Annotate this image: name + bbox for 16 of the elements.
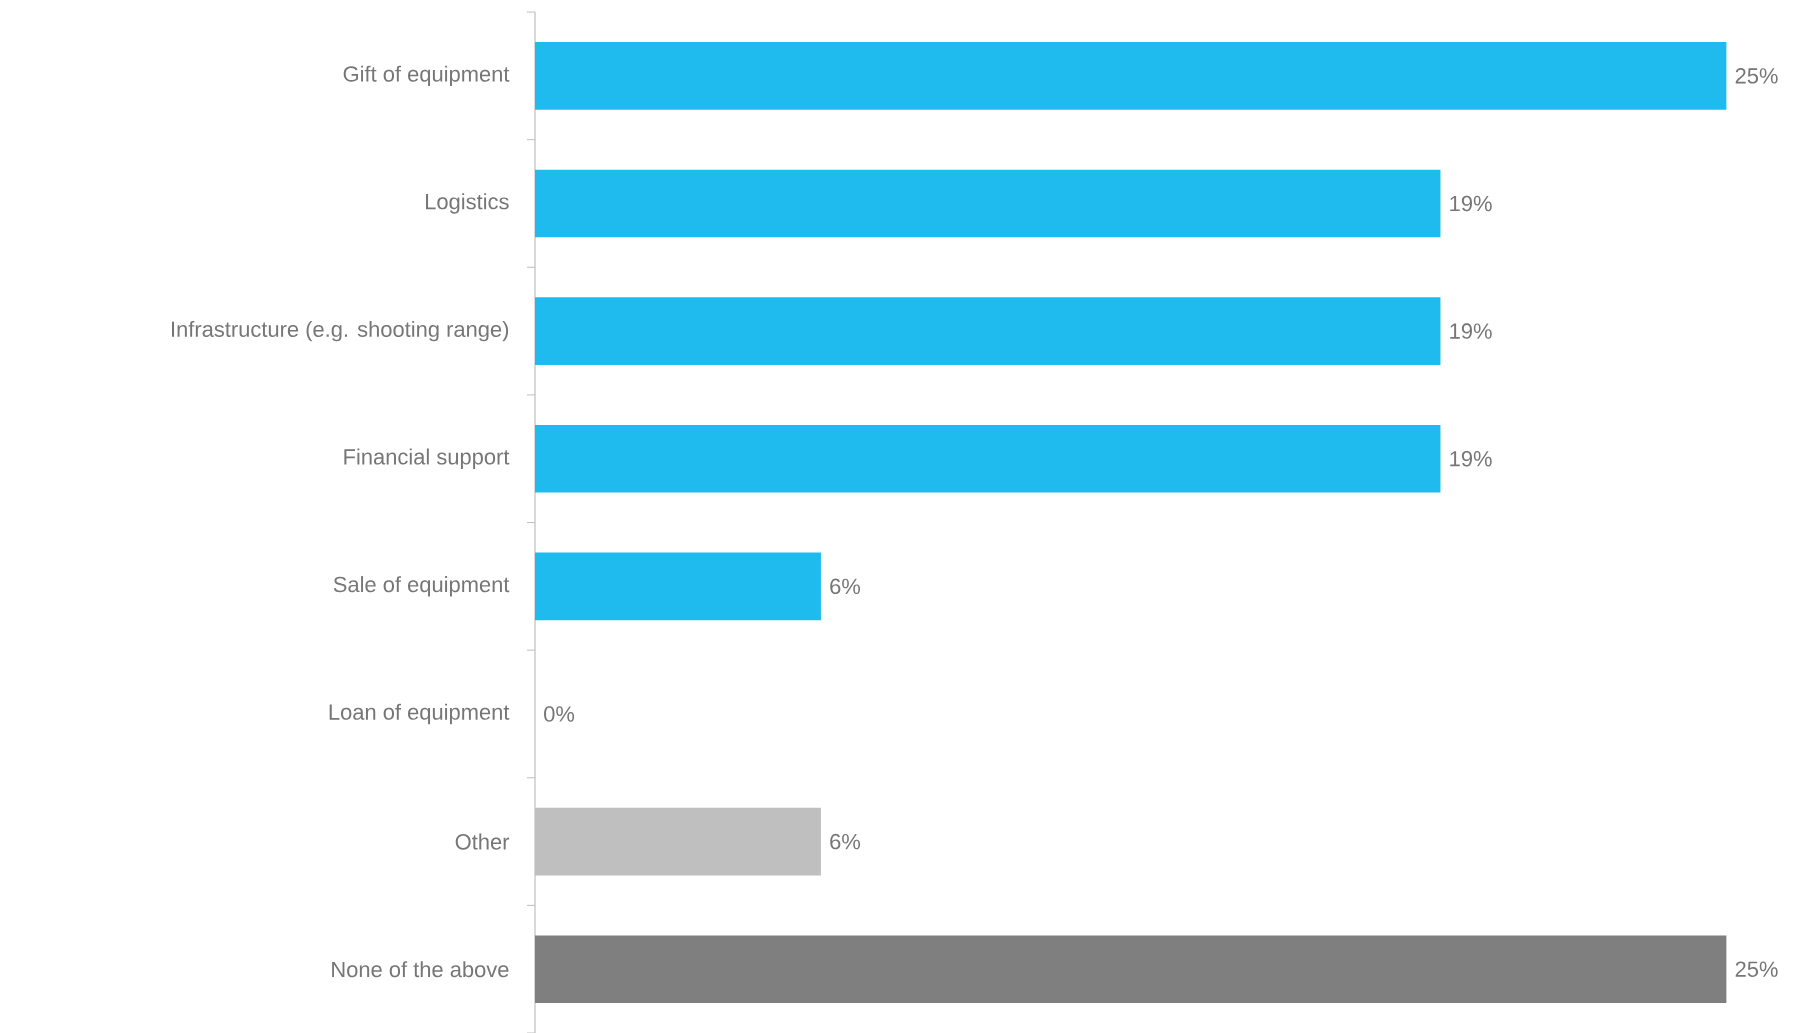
y-tick-label: Financial support [344, 448, 510, 469]
data-label: 0% [544, 706, 575, 722]
data-label: 6% [830, 833, 861, 850]
y-tick-label: Infrastructure (e.g. shooting range) [172, 320, 509, 342]
data-label: 25% [1735, 961, 1778, 977]
data-label: 19% [1450, 323, 1492, 339]
y-tick-label: Other [455, 833, 510, 850]
y-tick-label: Gift of equipment [343, 65, 510, 87]
data-label: 19% [1450, 450, 1492, 467]
y-tick-label: Loan of equipment [329, 703, 510, 725]
y-tick-label: Sale of equipment [333, 576, 510, 597]
data-label: 6% [830, 578, 861, 595]
y-tick-label: Logistics [426, 193, 509, 214]
data-label: 25% [1735, 68, 1778, 84]
data-label: 19% [1450, 195, 1492, 212]
y-tick-label: None of the above [332, 961, 509, 978]
